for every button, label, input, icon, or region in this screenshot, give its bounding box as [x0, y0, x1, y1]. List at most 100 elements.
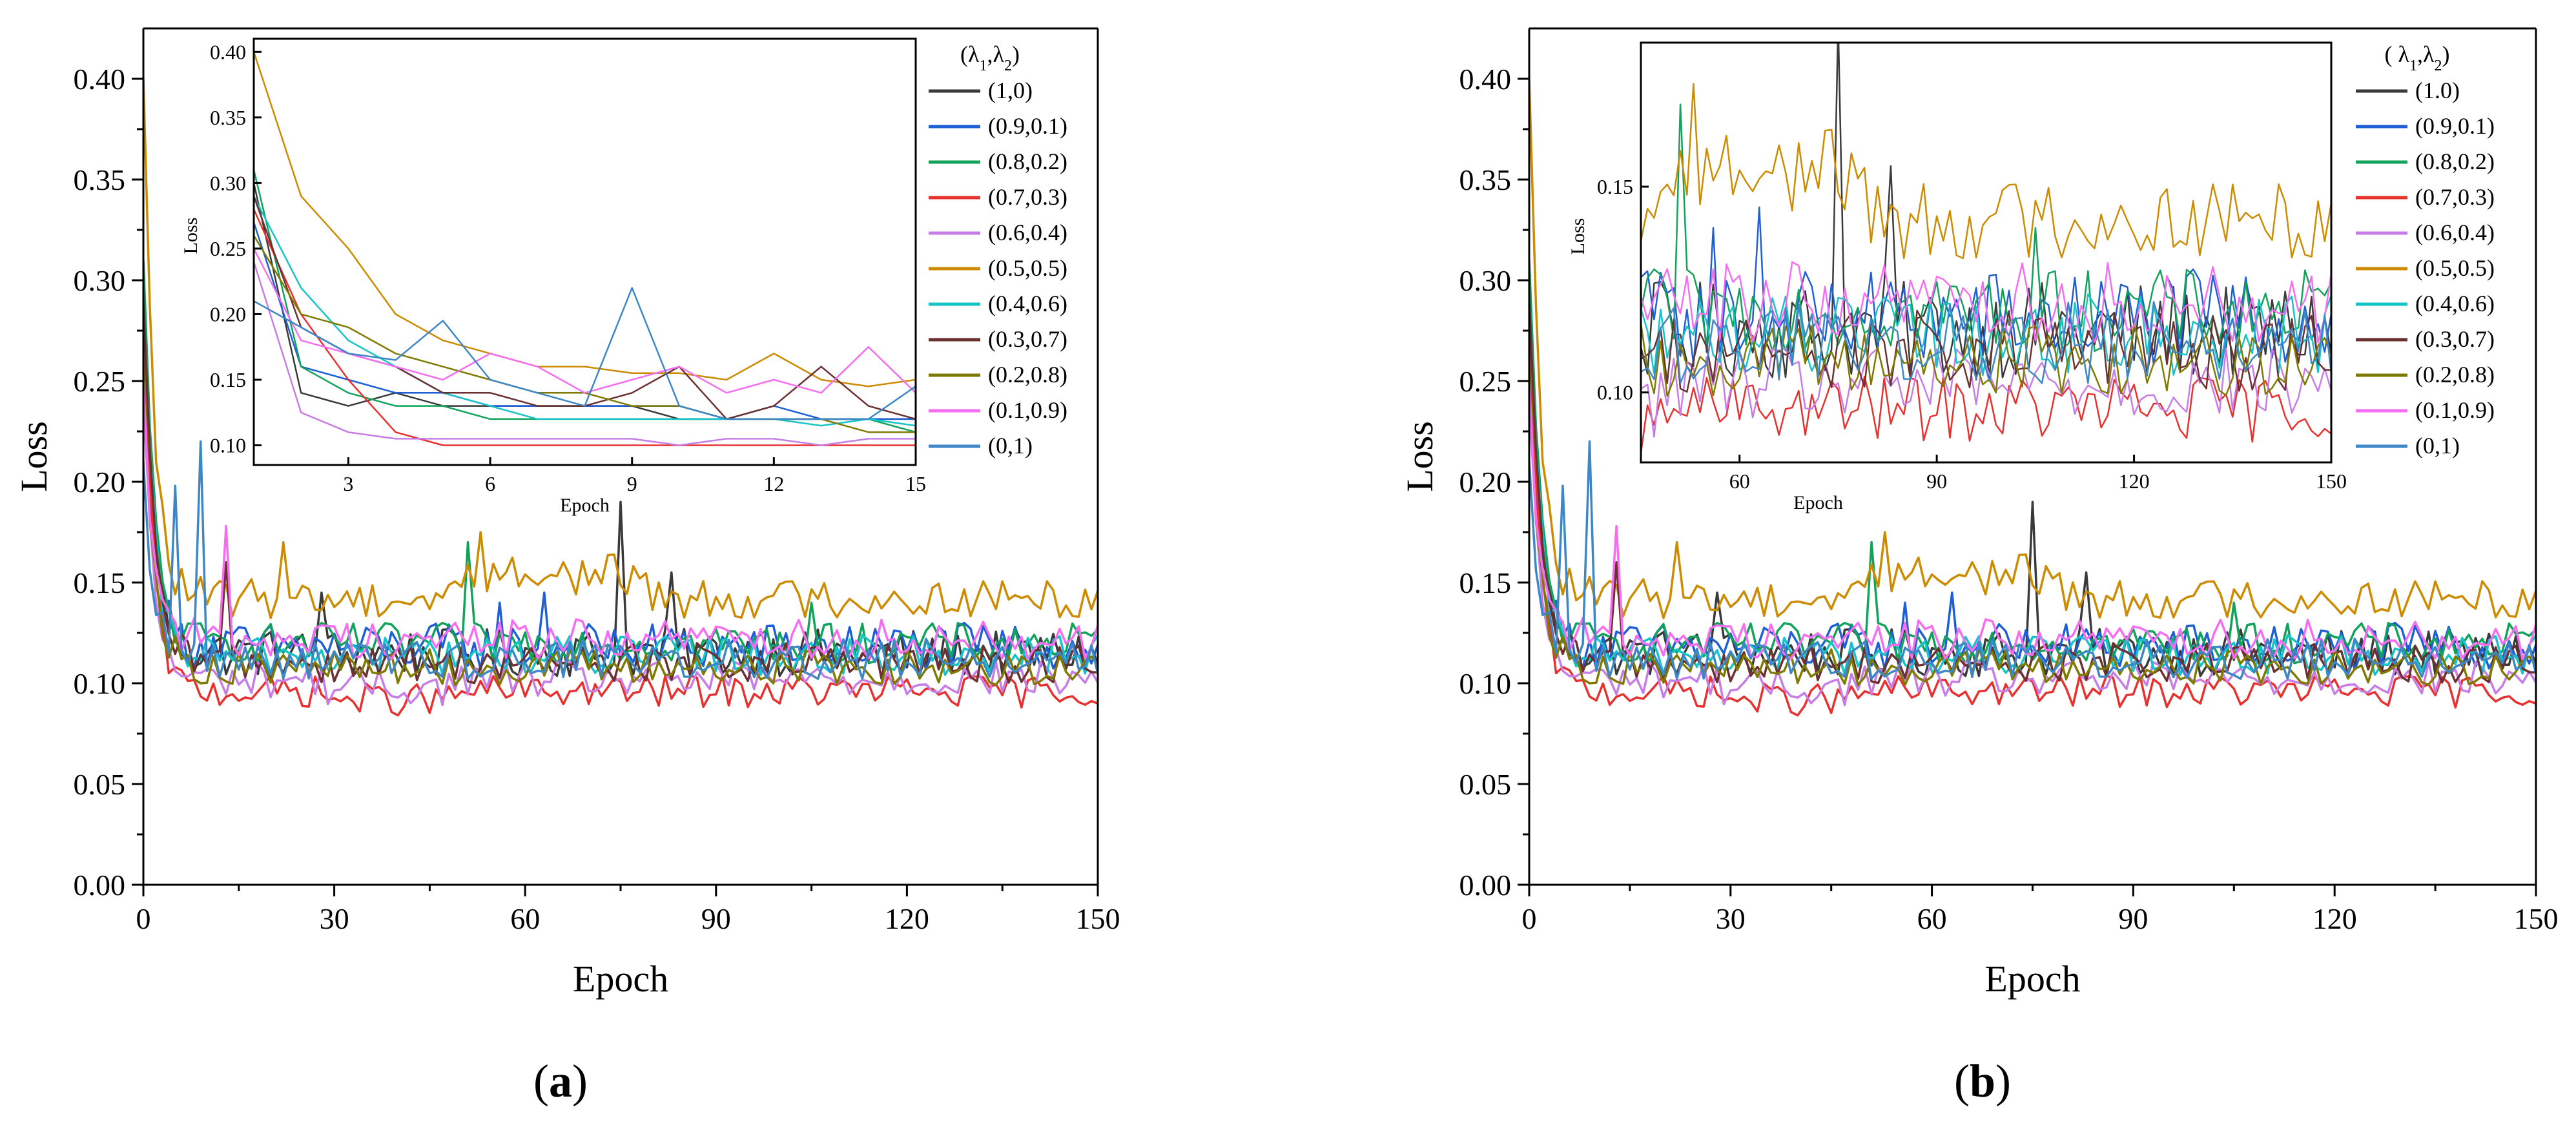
inset-series-line-3: [254, 209, 916, 446]
y-tick-label: 0.15: [74, 566, 126, 599]
y-tick-label: 0.30: [74, 264, 126, 297]
inset-y-tick-label: 0.35: [210, 106, 246, 129]
legend-label: (0.4,0.6): [2415, 291, 2495, 316]
legend-label: (0.5,0.5): [2415, 255, 2495, 281]
series-line-10: [1529, 440, 2536, 680]
legend-label: (0.7,0.3): [988, 184, 1067, 210]
inset-frame-border: [1640, 41, 2333, 464]
inset-y-tick-label: 0.20: [210, 302, 246, 325]
series-line-3: [143, 320, 1098, 717]
y-tick-label: 0.40: [1459, 63, 1512, 96]
inset-x-tick-label: 3: [343, 472, 353, 495]
main-series-group: [143, 78, 1098, 717]
inset-x-tick-label: 15: [905, 472, 926, 495]
x-tick-label: 120: [885, 902, 929, 935]
legend-item: (0.7,0.3): [929, 184, 1067, 210]
legend-label: (0.3,0.7): [2415, 326, 2495, 352]
legend-item: (0.5,0.5): [2356, 255, 2495, 281]
y-tick-label: 0.40: [74, 63, 126, 96]
y-tick-label: 0.20: [74, 466, 126, 499]
legend-label: (0.8,0.2): [2415, 149, 2495, 174]
panel-b-label: (b): [1954, 1055, 2011, 1107]
y-tick-label: 0.05: [74, 768, 126, 801]
panel-b-main-plot: 0 30 60 90 120 150 0.00 0.05 0.10 0.15 0.20 0.25 0.3…: [1399, 27, 2559, 1000]
inset-series-line-9: [254, 248, 916, 394]
legend-item: (0.5,0.5): [929, 255, 1067, 281]
y-tick-label: 0.00: [74, 869, 126, 902]
inset-series-line-0: [254, 183, 916, 420]
inset-series-line-4: [1641, 347, 2331, 438]
inset-x-axis-title: Epoch: [560, 495, 610, 516]
inset-series-line-6: [1641, 293, 2331, 377]
inset-series-line-8: [1641, 323, 2331, 397]
x-axis-title: Epoch: [1984, 958, 2080, 1000]
series-line-9: [143, 380, 1098, 661]
legend-item: (0.1,0.9): [929, 397, 1067, 423]
series-line-4: [143, 401, 1098, 707]
legend-item: (0.2,0.8): [929, 362, 1067, 387]
panel-a-inset-plot: 3 6 9 12 15 0.10 0.15 0.20 0.25 0.30 0.35 0.40 Epoch…: [180, 37, 926, 516]
inset-y-tick-label: 0.30: [210, 171, 246, 194]
x-tick-label: 60: [1917, 902, 1947, 935]
legend-item: (1.0): [2356, 77, 2460, 103]
legend-item: (0.8,0.2): [929, 149, 1067, 174]
series-line-4: [1529, 401, 2536, 707]
legend-label: (0,1): [988, 433, 1033, 459]
inset-x-tick-label: 120: [2119, 470, 2150, 493]
legend-label: (0.1,0.9): [988, 397, 1067, 423]
inset-x-tick-label: 6: [485, 472, 495, 495]
y-tick-label: 0.20: [1459, 466, 1512, 499]
inset-series-line-3: [1641, 375, 2331, 453]
x-tick-label: 60: [510, 902, 540, 935]
legend-label: (0.6,0.4): [2415, 220, 2495, 245]
legend-label: (0.9,0.1): [988, 113, 1067, 139]
inset-x-tick-label: 60: [1729, 470, 1750, 493]
legend-title: (λ1,λ2): [960, 41, 1020, 74]
legend-item: (0.3,0.7): [2356, 326, 2495, 352]
inset-x-axis-title: Epoch: [1793, 492, 1843, 513]
inset-y-axis-title: Loss: [180, 218, 201, 254]
y-tick-label: 0.15: [1459, 566, 1512, 599]
legend-item: (0,1): [929, 433, 1033, 459]
main-series-group: [1529, 78, 2536, 717]
inset-series-line-1: [1641, 206, 2331, 366]
legend-label: (0.4,0.6): [988, 291, 1067, 316]
legend-label: (0.3,0.7): [988, 326, 1067, 352]
panel-a-main-plot: 0 30 60 90 120 150 0.00 0.05 0.10 0.15 0.20 0.25 0.3…: [13, 27, 1120, 1000]
x-tick-label: 30: [320, 902, 349, 935]
legend-label: (0.7,0.3): [2415, 184, 2495, 210]
y-tick-label: 0.35: [74, 163, 126, 196]
legend-title: ( λ1,λ2): [2385, 41, 2450, 74]
y-axis-title: Loss: [13, 421, 55, 492]
legend-item: (0.2,0.8): [2356, 362, 2495, 387]
legend-label: (0.1,0.9): [2415, 397, 2495, 423]
panel-a-legend: (λ1,λ2) (1,0) (0.9,0.1) (0.8,0.2) (0.7,0.3) (…: [929, 41, 1067, 459]
inset-y-tick-label: 0.15: [1597, 175, 1633, 198]
inset-y-axis-title: Loss: [1567, 218, 1589, 255]
x-tick-label: 0: [1522, 902, 1537, 935]
x-tick-label: 120: [2313, 902, 2357, 935]
legend-item: (0.9,0.1): [2356, 113, 2495, 139]
panel-b: 0 30 60 90 120 150 0.00 0.05 0.10 0.15 0.20 0.25 0.3…: [1399, 27, 2559, 1107]
series-line-6: [143, 300, 1098, 676]
x-tick-label: 150: [2514, 902, 2559, 935]
inset-y-tick-label: 0.10: [210, 434, 246, 457]
series-line-5: [1529, 78, 2536, 619]
legend-item: (0.8,0.2): [2356, 149, 2495, 174]
y-tick-label: 0.00: [1459, 869, 1512, 902]
inset-series-line-5: [254, 51, 916, 387]
series-line-10: [143, 440, 1098, 680]
y-tick-label: 0.30: [1459, 264, 1512, 297]
y-tick-label: 0.35: [1459, 163, 1512, 196]
inset-x-tick-label: 90: [1926, 470, 1947, 493]
y-axis-title: Loss: [1399, 421, 1441, 492]
inset-series-group: [254, 51, 916, 446]
legend-item: (0.1,0.9): [2356, 397, 2495, 423]
inset-series-line-4: [254, 261, 916, 446]
inset-y-tick-label: 0.25: [210, 237, 246, 260]
y-tick-label: 0.05: [1459, 768, 1512, 801]
inset-x-tick-label: 9: [627, 472, 637, 495]
legend-label: (0.5,0.5): [988, 255, 1067, 281]
legend-item: (0.9,0.1): [929, 113, 1067, 139]
series-line-5: [143, 78, 1098, 619]
